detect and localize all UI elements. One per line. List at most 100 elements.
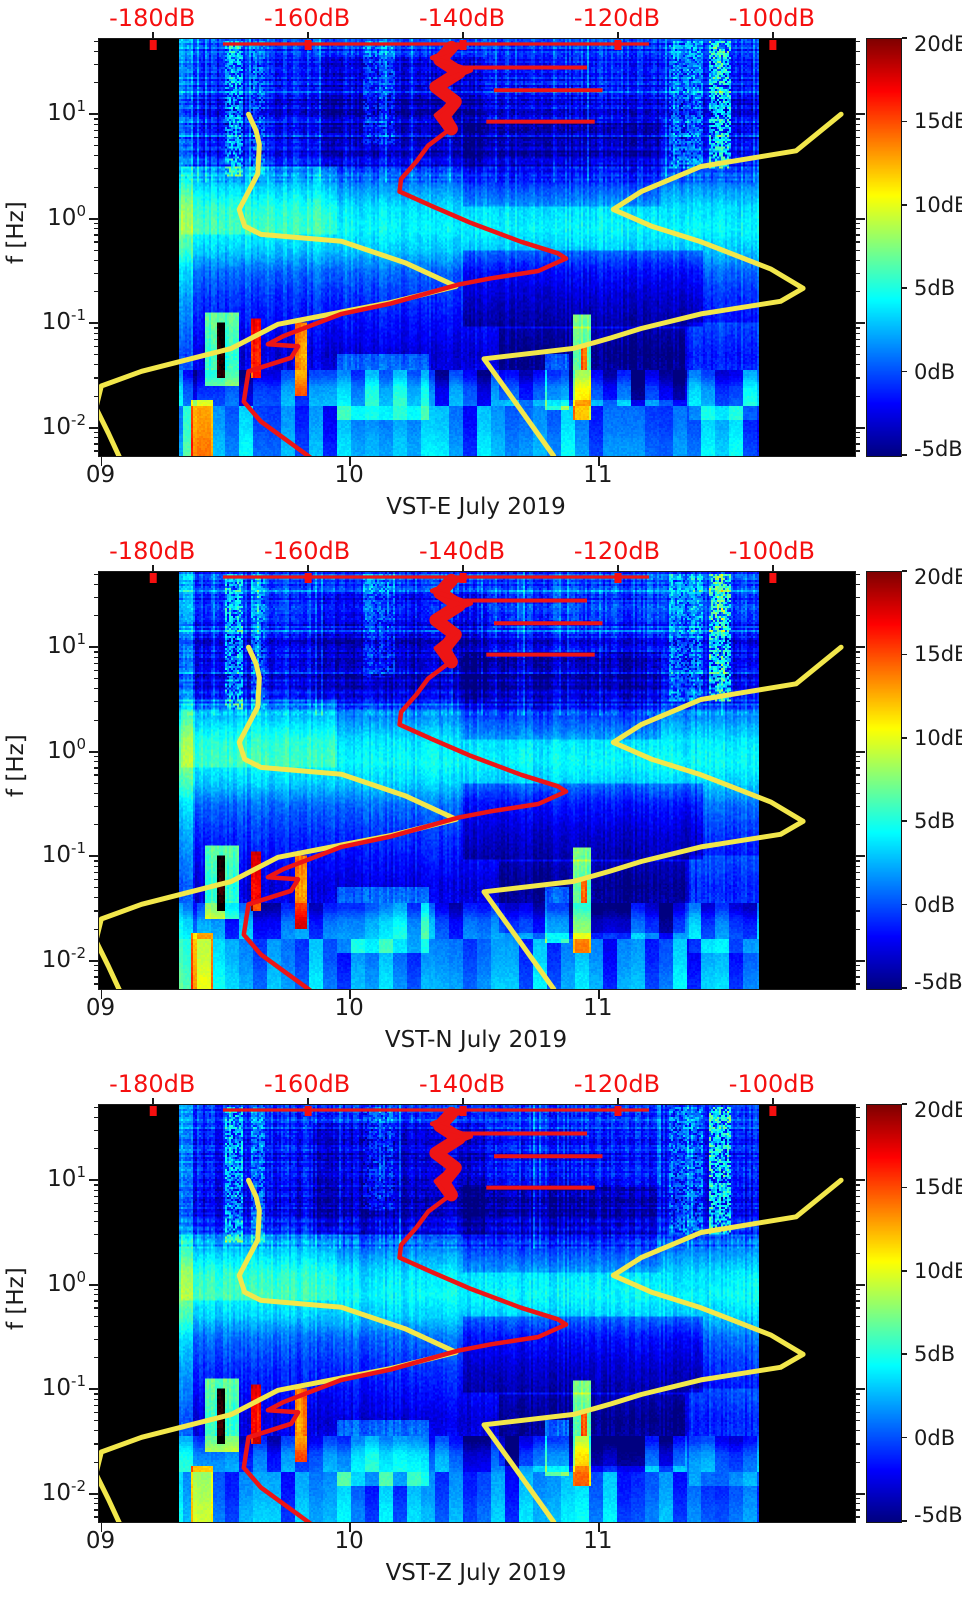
colorbar-labels: 20dB 15dB 10dB 5dB 0dB -5dB: [902, 32, 962, 461]
colorbar-labels: 20dB 15dB 10dB 5dB 0dB -5dB: [902, 565, 962, 994]
plot-area: [89, 32, 865, 466]
y-major-tick-left: [89, 1388, 99, 1391]
y-minor-tick-right: [855, 596, 860, 598]
colorbar-gradient: [867, 572, 901, 989]
psd-overlay-curves: [99, 40, 844, 456]
y-minor-tick-right: [855, 651, 860, 653]
colorbar-tick: [902, 370, 907, 373]
x-tick-label: 11: [583, 462, 613, 488]
y-tick-label: 100: [47, 1267, 86, 1297]
colorbar-tick: [902, 653, 907, 656]
y-minor-tick-right: [855, 1307, 860, 1309]
y-major-tick-right: [855, 1388, 865, 1391]
plot-area: [89, 1098, 865, 1532]
y-major-tick-right: [855, 1283, 865, 1286]
y-minor-tick-right: [855, 377, 860, 379]
y-minor-tick-right: [855, 774, 860, 776]
y-minor-tick-right: [855, 860, 860, 862]
colorbar-labels: 20dB 15dB 10dB 5dB 0dB -5dB: [902, 1098, 962, 1527]
y-minor-tick-right: [855, 431, 860, 434]
x-tick-label: 09: [85, 995, 116, 1021]
red-top-axis-marker: [614, 573, 622, 583]
y-minor-tick-right: [855, 354, 860, 356]
y-minor-tick-right: [855, 1294, 860, 1296]
y-minor-tick-right: [855, 1315, 860, 1317]
y-tick-label: 10-2: [41, 944, 86, 973]
psd-overlay-curves: [99, 1106, 844, 1522]
colorbar-tick-label: -5dB: [914, 437, 962, 461]
y-minor-tick-right: [855, 50, 860, 52]
y-major-tick-right: [855, 855, 865, 858]
red-top-axis-marker: [459, 40, 467, 50]
red-top-axis-marker: [304, 1106, 312, 1116]
yellow-low-noise-model-curve: [99, 1177, 459, 1522]
y-minor-tick-right: [855, 1129, 860, 1131]
top-axis-tick-label: -180dB: [109, 4, 196, 32]
colorbar-tick-label: -5dB: [914, 970, 962, 994]
colorbar-tick: [902, 737, 907, 739]
colorbar-tick: [902, 903, 907, 906]
colorbar-tick: [902, 1270, 907, 1272]
yellow-high-noise-model-curve: [481, 111, 844, 456]
colorbar-tick-label: 10dB: [914, 192, 962, 217]
top-axis-tick-label: -100dB: [728, 4, 815, 32]
colorbar-tick: [902, 1353, 907, 1355]
red-top-axis-marker: [769, 1106, 777, 1116]
x-tick-label: 09: [85, 462, 116, 488]
top-axis-tick-label: -160dB: [264, 537, 351, 565]
x-tick-label: 10: [334, 462, 364, 488]
y-major-tick-left: [89, 959, 99, 962]
colorbar-tick-label: 20dB: [914, 32, 962, 56]
y-minor-tick-right: [855, 1148, 860, 1150]
y-major-tick-left: [89, 426, 99, 429]
y-minor-tick-right: [855, 1516, 860, 1518]
spectrogram-heatmap: [99, 39, 855, 456]
y-minor-tick-right: [855, 910, 860, 912]
y-minor-tick-right: [855, 1202, 860, 1205]
y-major-tick-right: [855, 426, 865, 429]
colorbar-tick-label: 5dB: [914, 1342, 956, 1367]
y-minor-tick-right: [855, 755, 860, 758]
y-minor-tick-right: [855, 1195, 860, 1198]
y-major-tick-right: [855, 646, 865, 649]
colorbar-tick-label: 15dB: [914, 1175, 962, 1200]
y-tick-labels: 101 100 10-1 10-2: [0, 1104, 90, 1521]
y-minor-tick-right: [855, 241, 860, 243]
y-minor-tick-right: [855, 364, 860, 366]
colorbar-tick: [902, 287, 907, 289]
y-minor-tick-right: [855, 443, 860, 445]
y-major-tick-right: [855, 1492, 865, 1495]
y-tick-label: 10-2: [41, 411, 86, 440]
y-minor-tick-right: [855, 1393, 860, 1395]
top-axis-tick-label: -140dB: [418, 4, 506, 32]
y-minor-tick-right: [855, 865, 860, 867]
colorbar-gradient: [867, 1105, 901, 1522]
y-major-tick-left: [89, 1283, 99, 1286]
top-axis-labels: -180dB -160dB -140dB -120dB -100dB: [98, 537, 854, 567]
y-minor-tick-right: [855, 983, 860, 985]
y-minor-tick-right: [855, 1116, 860, 1118]
colorbar-tick: [902, 570, 907, 572]
colorbar-gradient: [867, 39, 901, 456]
yellow-high-noise-model-curve: [481, 644, 844, 989]
colorbar-tick-label: 0dB: [914, 1425, 956, 1450]
y-minor-tick-right: [855, 719, 860, 721]
spectrogram-panel-vst-z: -180dB -160dB -140dB -120dB -100dB f [Hz] 10…: [0, 1066, 962, 1599]
y-minor-tick-right: [855, 871, 860, 874]
y-tick-label: 101: [47, 630, 86, 660]
y-major-tick-right: [855, 322, 865, 325]
y-minor-tick-right: [855, 82, 860, 84]
colorbar-tick-label: 20dB: [914, 1098, 962, 1122]
y-minor-tick-right: [855, 249, 860, 251]
x-tick-label: 10: [334, 1528, 364, 1554]
y-tick-label: 100: [47, 201, 86, 231]
colorbar-tick-label: 20dB: [914, 565, 962, 589]
y-major-tick-left: [89, 750, 99, 753]
y-minor-tick-right: [855, 678, 860, 680]
y-minor-tick-right: [855, 767, 860, 769]
colorbar-tick: [902, 1436, 907, 1439]
x-tick-label: 11: [583, 1528, 613, 1554]
red-psd-curve: [241, 576, 569, 989]
colorbar: [866, 571, 902, 990]
y-tick-label: 100: [47, 734, 86, 764]
